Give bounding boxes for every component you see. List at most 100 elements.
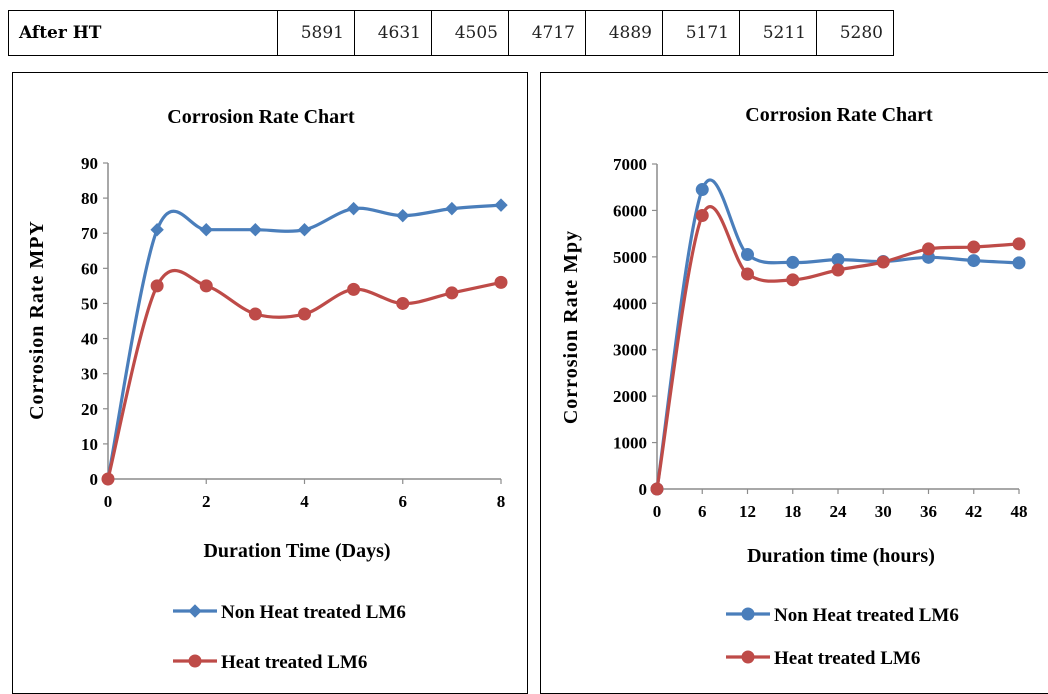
data-point: [1012, 237, 1026, 251]
table-cell: 5211: [739, 10, 817, 56]
x-axis-label: Duration Time (Days): [203, 540, 390, 562]
chart-panel-days: Corrosion Rate Chart 0 10 20 30 40 50 60 70 80 90 0…: [12, 72, 528, 694]
chart-panel-hours: Corrosion Rate Chart 0 1000 2000 3000 4000 500…: [540, 72, 1048, 694]
table-cell: 5280: [816, 10, 894, 56]
data-point: [786, 255, 800, 269]
y-tick-label: 5000: [613, 248, 647, 267]
x-tick-label: 0: [653, 502, 662, 521]
data-point: [150, 279, 164, 293]
data-point: [396, 296, 410, 310]
table-cell: 4717: [508, 10, 586, 56]
data-point: [831, 263, 845, 277]
y-tick-label: 20: [81, 400, 98, 419]
data-point: [876, 255, 890, 269]
data-point: [445, 286, 459, 300]
data-point: [101, 472, 115, 486]
data-point: [248, 307, 262, 321]
table-cell: 5891: [277, 10, 355, 56]
data-point: [695, 208, 709, 222]
table-cell: 4889: [585, 10, 663, 56]
y-tick-label: 3000: [613, 341, 647, 360]
data-point: [695, 183, 709, 197]
data-point: [967, 240, 981, 254]
data-point: [346, 201, 361, 216]
legend-label: Non Heat treated LM6: [221, 602, 406, 623]
y-tick-label: 0: [639, 480, 648, 499]
data-point: [150, 223, 164, 237]
x-tick-label: 0: [104, 492, 113, 511]
series-line: [655, 205, 1020, 490]
corrosion-chart-days: Corrosion Rate Chart 0 10 20 30 40 50 60 70 80 90 0…: [26, 106, 508, 673]
y-tick-label: 30: [81, 365, 98, 384]
y-tick-label: 90: [81, 154, 98, 173]
y-tick-label: 40: [81, 330, 98, 349]
series-heat-treated-lm6: [101, 269, 508, 486]
data-point: [445, 201, 459, 216]
y-tick-label: 80: [81, 189, 98, 208]
data-point: [347, 282, 361, 296]
results-table: After HT 5891 4631 4505 4717 4889 5171 5…: [8, 10, 894, 56]
y-axis-label: Corrosion Rate Mpy: [560, 230, 582, 424]
y-tick-label: 60: [81, 259, 98, 278]
y-axis-label: Corrosion Rate MPY: [26, 220, 48, 420]
x-tick-label: 24: [830, 502, 848, 521]
x-tick-label: 12: [739, 502, 756, 521]
series-line: [106, 203, 502, 480]
legend-label: Heat treated LM6: [221, 652, 367, 673]
x-tick-label: 42: [965, 502, 982, 521]
table-row: After HT 5891 4631 4505 4717 4889 5171 5…: [8, 10, 894, 56]
data-point: [922, 242, 935, 256]
y-tick-label: 0: [90, 470, 99, 489]
x-tick-label: 36: [920, 502, 937, 521]
x-tick-label: 8: [497, 492, 506, 511]
x-tick-label: 48: [1011, 502, 1028, 521]
y-tick-label: 50: [81, 294, 98, 313]
x-tick-label: 30: [875, 502, 892, 521]
data-point: [494, 198, 508, 212]
y-tick-label: 10: [81, 435, 98, 454]
data-point: [248, 223, 263, 237]
data-point: [298, 307, 311, 321]
x-tick-label: 18: [784, 502, 801, 521]
data-point: [396, 208, 410, 223]
data-point: [1012, 256, 1026, 270]
x-tick-label: 6: [698, 502, 707, 521]
data-point: [786, 273, 800, 287]
corrosion-chart-hours: Corrosion Rate Chart 0 1000 2000 3000 4000 500…: [560, 104, 1028, 669]
data-point: [650, 482, 664, 496]
y-tick-label: 70: [81, 224, 98, 243]
x-tick-label: 6: [399, 492, 408, 511]
y-tick-label: 2000: [613, 387, 647, 406]
x-axis-label: Duration time (hours): [747, 545, 935, 567]
series-line: [106, 269, 502, 480]
series-heat-treated-lm6: [650, 205, 1026, 496]
x-tick-label: 2: [202, 492, 211, 511]
data-point: [967, 254, 981, 268]
legend-label: Non Heat treated LM6: [774, 605, 959, 626]
data-point: [741, 267, 754, 281]
legend-marker: [188, 654, 202, 668]
table-cell: 4505: [431, 10, 509, 56]
y-tick-label: 7000: [613, 155, 647, 174]
y-tick-label: 4000: [613, 294, 647, 313]
chart-title: Corrosion Rate Chart: [745, 104, 933, 126]
chart-title: Corrosion Rate Chart: [167, 106, 355, 128]
series-non-heat-treated-lm6: [101, 198, 508, 486]
y-tick-label: 6000: [613, 201, 647, 220]
data-point: [494, 275, 508, 289]
x-tick-label: 4: [300, 492, 309, 511]
series-line: [655, 178, 1020, 490]
row-label: After HT: [8, 10, 278, 56]
data-point: [297, 223, 312, 237]
legend-marker: [741, 650, 755, 664]
table-cell: 4631: [354, 10, 432, 56]
table-cell: 5171: [662, 10, 740, 56]
legend-label: Heat treated LM6: [774, 648, 920, 669]
y-tick-label: 1000: [613, 434, 647, 453]
data-point: [199, 223, 213, 237]
data-point: [199, 279, 213, 293]
data-point: [741, 248, 754, 262]
legend-marker: [188, 604, 202, 618]
legend-marker: [741, 607, 755, 621]
series-non-heat-treated-lm6: [650, 178, 1026, 496]
